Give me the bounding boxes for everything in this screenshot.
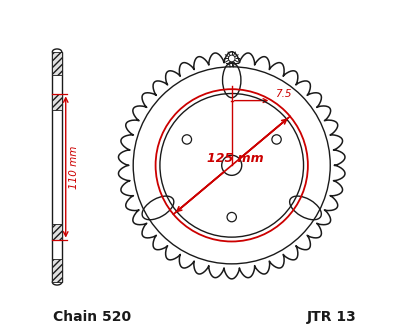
Polygon shape <box>52 259 62 282</box>
Polygon shape <box>52 52 62 282</box>
Circle shape <box>272 135 281 144</box>
Circle shape <box>227 212 236 222</box>
Text: Chain 520: Chain 520 <box>53 310 131 324</box>
Ellipse shape <box>52 280 62 285</box>
Text: 125 mm: 125 mm <box>207 152 263 165</box>
Text: 110 mm: 110 mm <box>69 145 79 189</box>
Circle shape <box>222 155 242 175</box>
Polygon shape <box>52 94 62 110</box>
Text: 7.5: 7.5 <box>275 89 291 99</box>
Text: JTR 13: JTR 13 <box>307 310 357 324</box>
Polygon shape <box>52 224 62 240</box>
Circle shape <box>182 135 192 144</box>
Ellipse shape <box>52 49 62 54</box>
Polygon shape <box>52 52 62 75</box>
Circle shape <box>133 67 330 264</box>
